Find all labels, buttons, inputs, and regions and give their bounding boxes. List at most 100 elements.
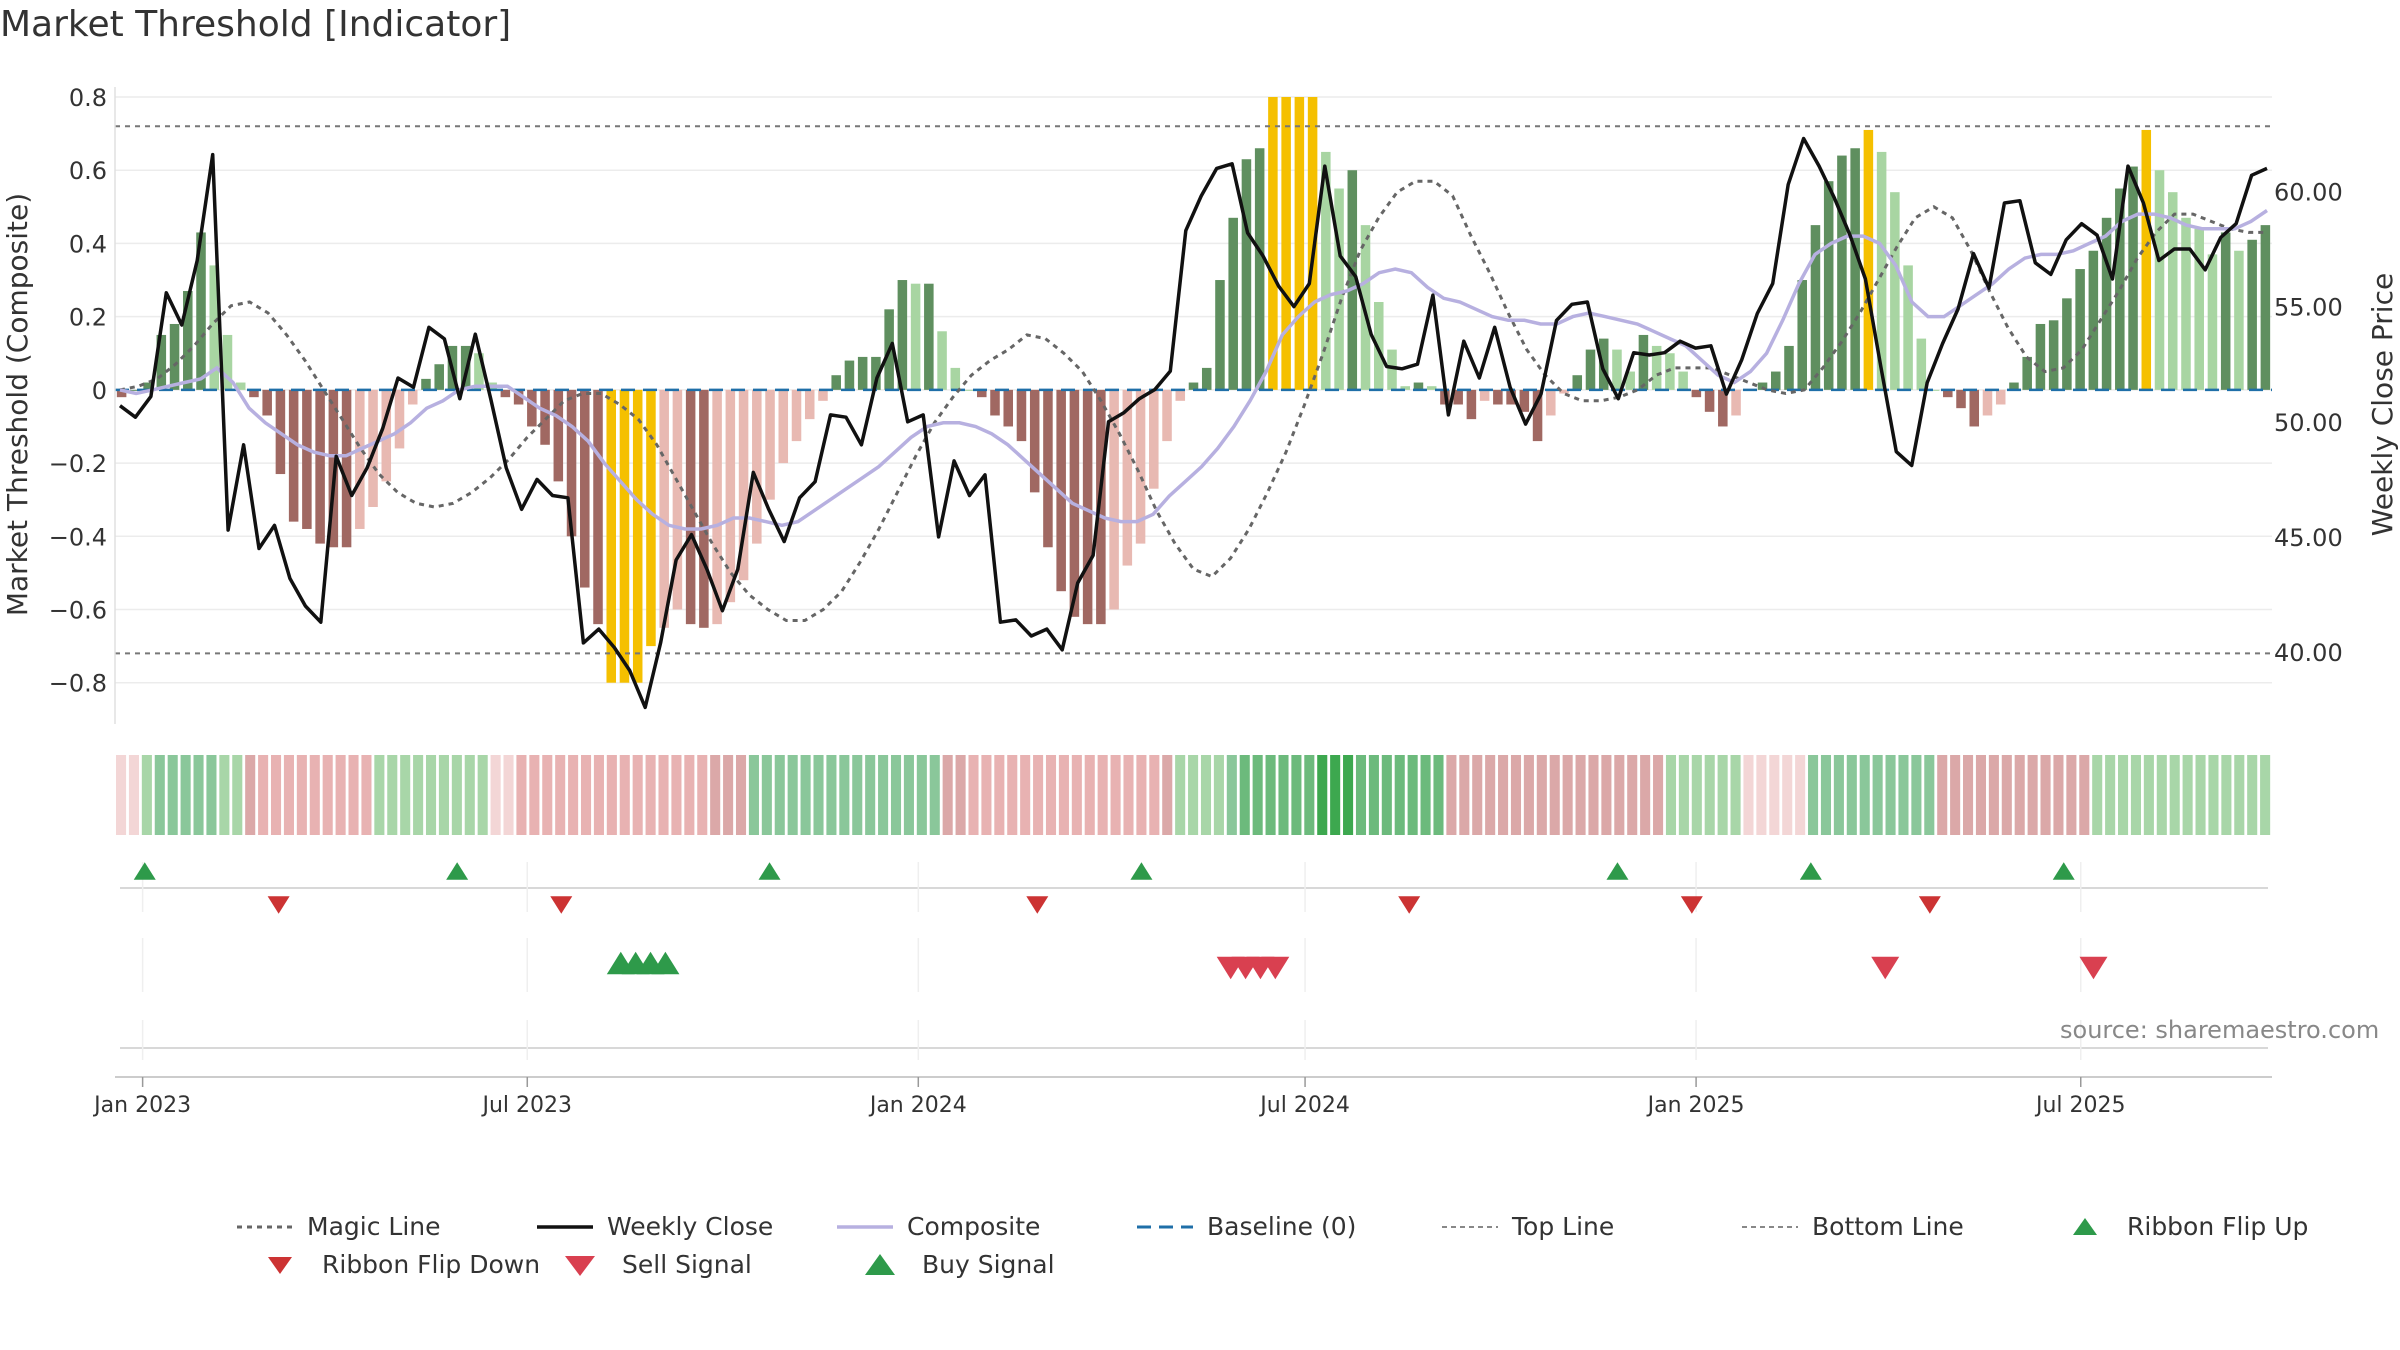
ribbon-cell xyxy=(2221,755,2232,835)
ribbon-cell xyxy=(632,755,643,835)
ribbon-cell xyxy=(2182,755,2193,835)
ribbon-cell xyxy=(438,755,449,835)
ribbon-cell xyxy=(193,755,204,835)
composite-bar xyxy=(2220,232,2231,390)
ribbon-cell xyxy=(167,755,178,835)
ribbon-cell xyxy=(180,755,191,835)
composite-bar xyxy=(249,389,259,398)
ribbon-cell xyxy=(955,755,966,835)
y-tick-label: −0.6 xyxy=(49,597,107,625)
ribbon-cell xyxy=(1123,755,1134,835)
composite-bar xyxy=(1823,181,1834,390)
composite-bar xyxy=(1519,389,1530,412)
ribbon-cell xyxy=(1136,755,1147,835)
composite-bar xyxy=(1241,159,1252,390)
composite-line-series xyxy=(119,209,2268,531)
ribbon-cell xyxy=(2156,755,2167,835)
triangle-up-icon xyxy=(865,1253,895,1275)
ribbon-cell xyxy=(735,755,747,835)
ribbon-cell xyxy=(116,755,127,835)
ribbon-cell xyxy=(516,755,527,835)
composite-bar xyxy=(990,389,1000,416)
ribbon-cell xyxy=(555,755,566,835)
y2-tick-label: 40.00 xyxy=(2274,639,2343,667)
composite-bar xyxy=(2141,129,2152,390)
composite-bar xyxy=(169,323,180,390)
ribbon-cell xyxy=(1330,755,1341,835)
ribbon-cell xyxy=(568,755,579,835)
ribbon-cell xyxy=(1536,755,1547,835)
ribbon-flip-up-marker xyxy=(758,862,781,880)
ribbon-cell xyxy=(1420,755,1431,835)
composite-bar xyxy=(765,389,775,500)
composite-bar xyxy=(1294,97,1305,390)
ribbon-cell xyxy=(1704,755,1715,835)
ribbon-cell xyxy=(529,755,540,835)
ribbon-cell xyxy=(1226,755,1237,835)
composite-bar xyxy=(1718,389,1728,427)
composite-bar xyxy=(924,283,934,390)
legend-label: Top Line xyxy=(1512,1212,1615,1241)
ribbon-cell xyxy=(916,755,927,835)
composite-bar xyxy=(1149,389,1159,489)
ribbon-cell xyxy=(968,755,979,835)
composite-bar xyxy=(1413,382,1424,390)
composite-bar xyxy=(513,389,524,405)
composite-bar xyxy=(897,280,908,390)
ribbon-cell xyxy=(1859,755,1870,835)
reference-lines xyxy=(115,125,2272,655)
composite-bar xyxy=(1056,389,1066,592)
y-tick-label: −0.4 xyxy=(49,523,107,551)
composite-bar xyxy=(1082,389,1093,625)
composite-bar xyxy=(844,360,855,390)
ribbon-cell xyxy=(1756,755,1767,835)
composite-bar xyxy=(235,382,246,390)
composite-bar xyxy=(116,389,127,398)
ribbon-cell xyxy=(1097,755,1108,835)
composite-bar xyxy=(1691,389,1702,398)
composite-bar xyxy=(394,389,405,449)
ribbon-cell xyxy=(942,755,953,835)
ribbon-cell xyxy=(1795,755,1806,835)
composite-bar xyxy=(1982,389,1993,416)
ribbon-cell xyxy=(1562,755,1573,835)
composite-bar xyxy=(1122,389,1133,566)
composite-bar xyxy=(1546,389,1556,416)
ribbon-cell xyxy=(490,755,501,835)
composite-bar xyxy=(1135,389,1146,544)
axes: −0.8 −0.6 −0.4 −0.2 0 0.2 0.4 0.6 0.8 40.00 45.00 5… xyxy=(1,84,2399,724)
ribbon-cell xyxy=(1937,755,1948,835)
ribbon-cell xyxy=(413,755,424,835)
solid-line-icon xyxy=(537,1224,593,1229)
ribbon-cell xyxy=(697,755,708,835)
composite-bar xyxy=(2048,320,2059,390)
ribbon-cell xyxy=(1343,755,1354,835)
composite-bar xyxy=(1029,389,1040,493)
composite-bar xyxy=(1665,353,1675,390)
ribbon-cell xyxy=(2014,755,2025,835)
composite-bar xyxy=(1426,386,1437,390)
ribbon-cell xyxy=(1782,755,1793,835)
composite-bar xyxy=(1506,389,1516,405)
legend-item-buy: Buy Signal xyxy=(850,1250,1055,1279)
x-tick-label: Jul 2025 xyxy=(2034,1093,2126,1118)
ribbon-cell xyxy=(890,755,902,835)
ribbon-cell xyxy=(2143,755,2154,835)
composite-bar xyxy=(1373,302,1384,390)
ribbon-cell xyxy=(1730,755,1741,835)
composite-bar xyxy=(804,389,815,420)
y2-tick-label: 55.00 xyxy=(2274,294,2343,322)
legend-label: Magic Line xyxy=(307,1212,441,1241)
ribbon-cell xyxy=(1472,755,1483,835)
ribbon-flip-down-marker xyxy=(1918,896,1941,914)
composite-bar xyxy=(1347,170,1358,390)
ribbon-cell xyxy=(361,755,372,835)
ribbon-cell xyxy=(1446,755,1457,835)
ribbon-cell xyxy=(400,755,411,835)
composite-bar xyxy=(1903,265,1913,390)
composite-bar xyxy=(1109,389,1119,610)
ribbon-cell xyxy=(2053,755,2064,835)
legend-label: Sell Signal xyxy=(622,1250,752,1279)
ribbon-cell xyxy=(606,755,617,835)
y-tick-label: 0 xyxy=(92,377,107,405)
